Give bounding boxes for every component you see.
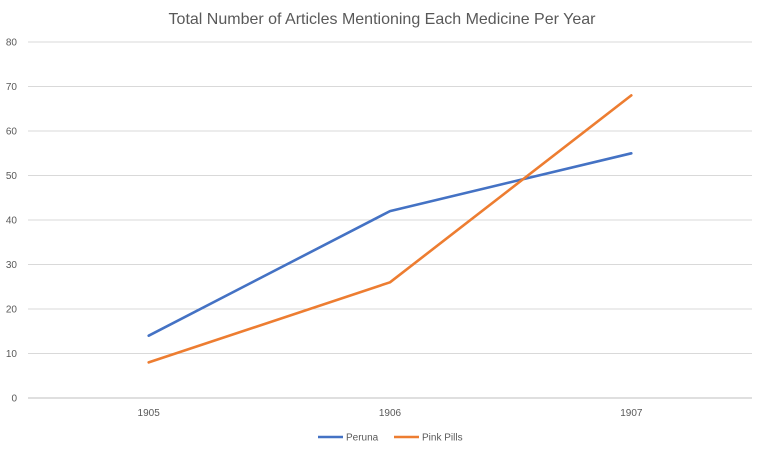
y-axis-ticks: 0 10 20 30 40 50 60 70 80 bbox=[6, 38, 18, 405]
y-tick-label: 40 bbox=[6, 216, 18, 227]
x-tick-label: 1905 bbox=[138, 408, 161, 419]
series-line-pink-pills bbox=[147, 94, 633, 364]
series-lines bbox=[147, 94, 633, 364]
legend-label: Pink Pills bbox=[422, 433, 463, 444]
legend: Peruna Pink Pills bbox=[318, 433, 463, 444]
y-tick-label: 60 bbox=[6, 127, 18, 138]
y-tick-label: 30 bbox=[6, 260, 18, 271]
legend-item: Peruna bbox=[318, 433, 379, 444]
x-axis-ticks: 1905 1906 1907 bbox=[138, 408, 643, 419]
gridlines bbox=[28, 41, 752, 399]
y-tick-label: 20 bbox=[6, 305, 18, 316]
y-tick-label: 0 bbox=[11, 394, 17, 405]
series-line-peruna bbox=[147, 152, 633, 338]
legend-label: Peruna bbox=[346, 433, 379, 444]
y-tick-label: 70 bbox=[6, 82, 18, 93]
y-tick-label: 10 bbox=[6, 349, 18, 360]
x-tick-label: 1907 bbox=[620, 408, 643, 419]
x-tick-label: 1906 bbox=[379, 408, 402, 419]
y-tick-label: 50 bbox=[6, 171, 18, 182]
chart-title: Total Number of Articles Mentioning Each… bbox=[169, 11, 597, 28]
legend-item: Pink Pills bbox=[394, 433, 463, 444]
y-tick-label: 80 bbox=[6, 38, 18, 49]
